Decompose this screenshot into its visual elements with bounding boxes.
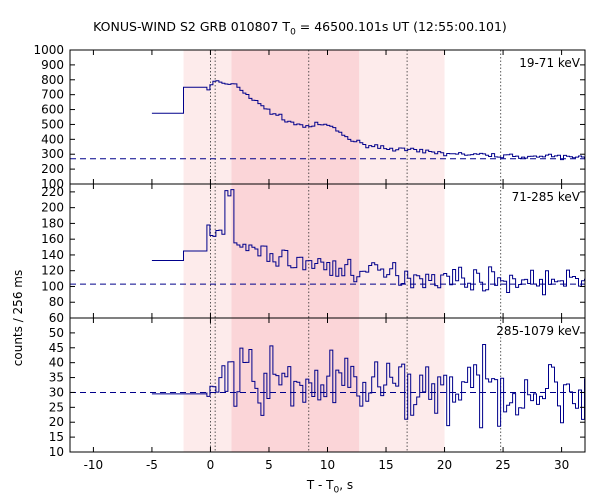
y-tick-label-0-6: 700 <box>41 88 64 102</box>
x-tick-label-6: 20 <box>437 458 452 472</box>
x-tick-label-0: -10 <box>84 458 104 472</box>
shaded-interval-1 <box>231 50 360 452</box>
y-tick-label-2-1: 15 <box>49 430 64 444</box>
y-tick-label-0-2: 300 <box>41 147 64 161</box>
light-curve-0 <box>151 80 585 161</box>
y-tick-label-1-3: 120 <box>41 264 64 278</box>
x-tick-label-2: 0 <box>207 458 215 472</box>
x-tick-label-5: 15 <box>378 458 393 472</box>
y-tick-label-2-7: 45 <box>49 341 64 355</box>
panel-label-0: 19-71 keV <box>519 56 581 70</box>
y-tick-label-1-1: 80 <box>49 295 64 309</box>
y-tick-label-1-6: 180 <box>41 216 64 230</box>
y-tick-label-0-5: 600 <box>41 103 64 117</box>
y-tick-label-0-7: 800 <box>41 73 64 87</box>
y-tick-label-0-9: 1000 <box>33 43 64 57</box>
y-tick-label-0-0: 100 <box>41 177 64 191</box>
y-tick-label-2-3: 25 <box>49 400 64 414</box>
light-curve-1 <box>151 189 585 296</box>
panel-label-1: 71-285 keV <box>512 190 581 204</box>
chart-title: KONUS-WIND S2 GRB 010807 T0 = 46500.101s… <box>93 19 507 38</box>
axes <box>69 49 586 453</box>
y-tick-label-0-4: 500 <box>41 117 64 131</box>
y-tick-label-0-8: 900 <box>41 58 64 72</box>
y-tick-label-2-6: 40 <box>49 356 64 370</box>
y-tick-label-1-0: 60 <box>49 311 64 325</box>
y-tick-label-1-8: 220 <box>41 185 64 199</box>
vertical-markers <box>210 50 502 452</box>
light-curve-2 <box>151 344 585 429</box>
y-tick-label-1-4: 140 <box>41 248 64 262</box>
light-curves <box>151 80 585 429</box>
x-tick-label-7: 25 <box>495 458 510 472</box>
x-tick-label-8: 30 <box>554 458 569 472</box>
panel-label-2: 285-1079 keV <box>496 324 580 338</box>
y-tick-label-0-1: 200 <box>41 162 64 176</box>
background-levels <box>70 158 585 393</box>
y-tick-label-1-5: 160 <box>41 232 64 246</box>
shaded-intervals <box>183 50 445 452</box>
y-tick-label-2-8: 50 <box>49 326 64 340</box>
y-tick-label-2-0: 10 <box>49 445 64 459</box>
y-tick-label-1-2: 100 <box>41 279 64 293</box>
x-tick-label-4: 10 <box>320 458 335 472</box>
y-tick-label-2-4: 30 <box>49 385 64 399</box>
y-axis-label: counts / 256 ms <box>11 269 25 367</box>
x-tick-label-1: -5 <box>146 458 158 472</box>
y-tick-label-2-5: 35 <box>49 371 64 385</box>
x-tick-label-3: 5 <box>265 458 273 472</box>
y-tick-label-1-7: 200 <box>41 201 64 215</box>
y-tick-label-2-2: 20 <box>49 415 64 429</box>
x-axis-label: T - T0, s <box>306 478 354 496</box>
y-tick-label-0-3: 400 <box>41 132 64 146</box>
